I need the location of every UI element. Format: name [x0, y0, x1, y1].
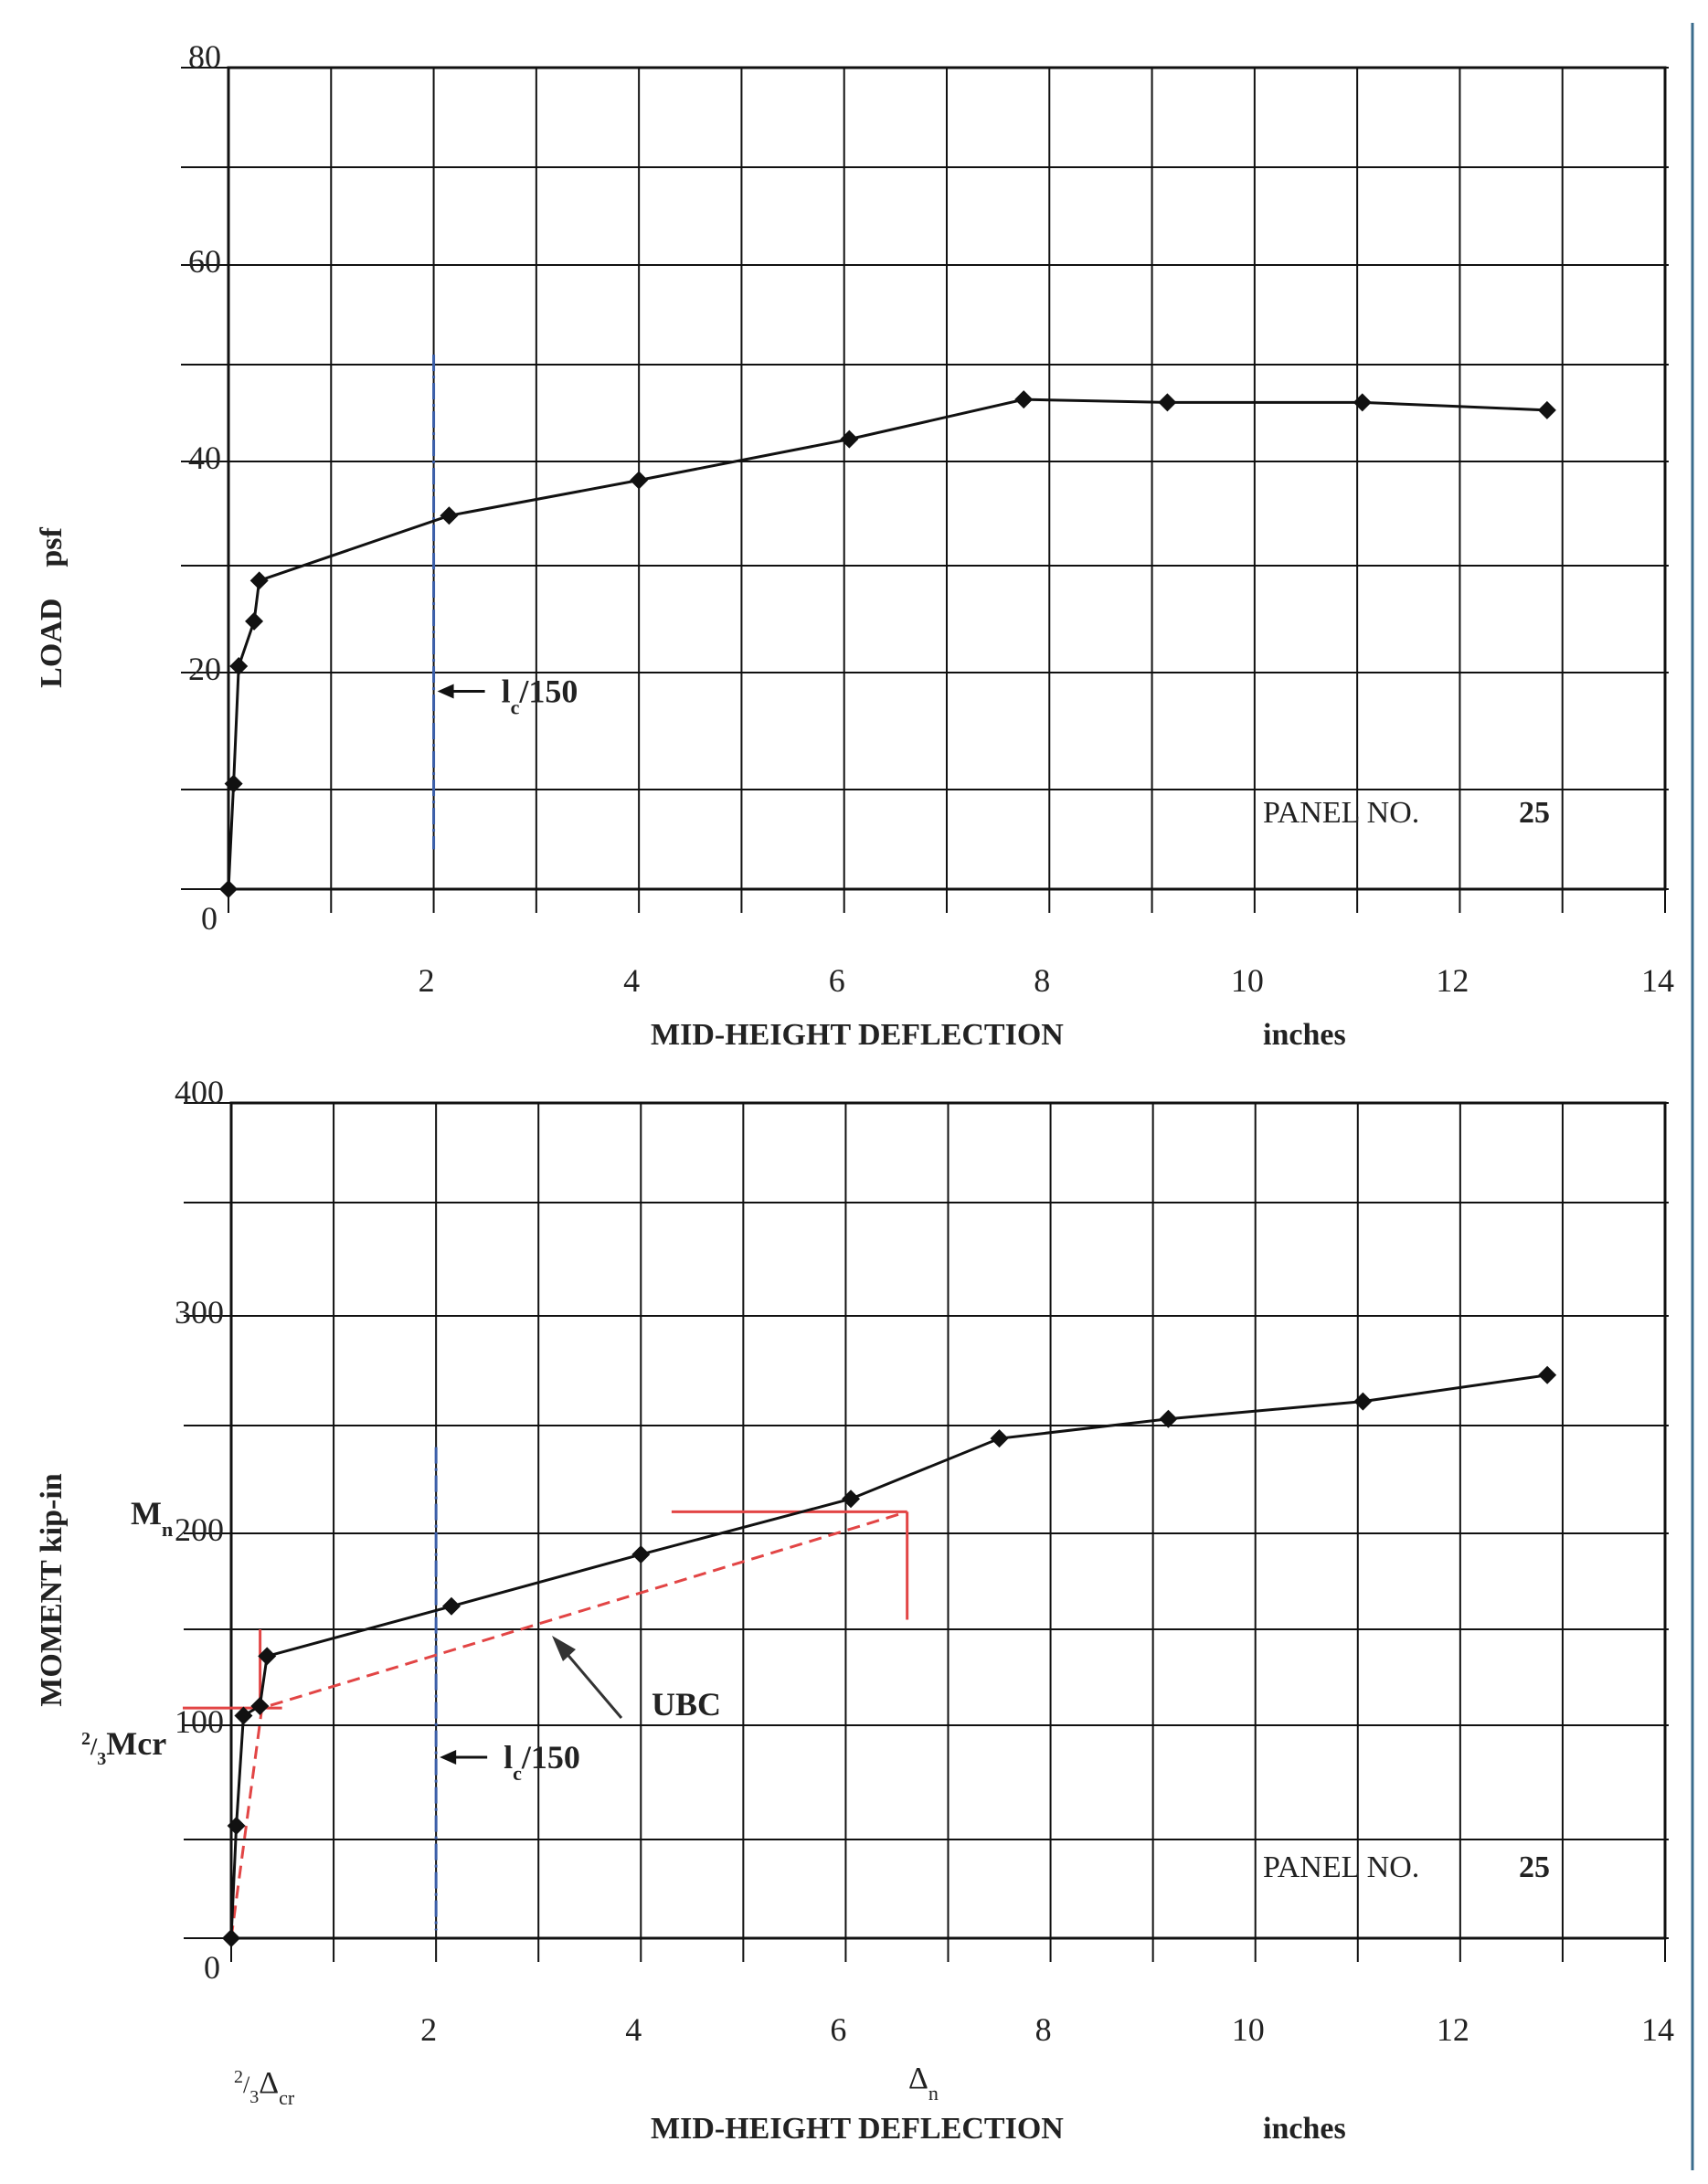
load-deflection-chart: 20 40 60 80 0 2 4 6 8 10 12 14 lc/150 PANEL NO. 25… [35, 38, 1674, 1052]
y-tick-label: 40 [188, 440, 221, 476]
y-tick-label: 400 [175, 1074, 224, 1110]
chart2-series [222, 1365, 1557, 1947]
chart1-frame [227, 66, 1667, 891]
data-point [234, 1706, 253, 1725]
chart1-y-axis-title: LOAD psf [35, 526, 69, 687]
x-tick-label: 4 [623, 962, 640, 999]
data-point [441, 1596, 461, 1616]
data-point [1353, 1392, 1373, 1411]
x-tick-label: 12 [1437, 2011, 1469, 2048]
chart1-x-ticks: 2 4 6 8 10 12 14 [419, 962, 1674, 999]
chart2-x-axis-title: MID-HEIGHT DEFLECTION [651, 2112, 1064, 2146]
x-tick-label: 14 [1641, 2011, 1674, 2048]
chart2-panel-number: 25 [1519, 1850, 1550, 1884]
chart1-lc150-label: lc/150 [502, 673, 578, 718]
series-line [227, 398, 1547, 890]
chart1-x-axis-title: MID-HEIGHT DEFLECTION [651, 1018, 1064, 1052]
chart1-panel-number: 25 [1519, 796, 1550, 830]
data-point [630, 471, 649, 490]
data-point [1537, 400, 1556, 419]
data-point [840, 429, 859, 449]
chart2-lc150-label: lc/150 [504, 1739, 580, 1785]
data-point [258, 1647, 277, 1666]
chart2-dcr-label: 2/3Δcr [234, 2066, 295, 2109]
x-tick-label: 2 [420, 2011, 437, 2048]
data-point [990, 1429, 1009, 1448]
chart2-frame [229, 1101, 1667, 1940]
y-tick-label: 60 [188, 243, 221, 280]
chart1-series [219, 390, 1556, 898]
data-point [1159, 1409, 1178, 1428]
x-tick-label: 10 [1232, 2011, 1265, 2048]
chart2-y-axis-title: MOMENT kip-in [35, 1473, 69, 1706]
data-point [219, 880, 238, 898]
data-point [1353, 393, 1372, 412]
x-tick-label: 12 [1436, 962, 1469, 999]
y-tick-label-origin: 0 [204, 1949, 220, 1986]
x-tick-label: 10 [1231, 962, 1264, 999]
x-tick-label: 8 [1034, 962, 1050, 999]
chart1-panel-label: PANEL NO. [1263, 796, 1419, 830]
data-point [842, 1490, 861, 1509]
data-point [222, 1929, 240, 1947]
y-tick-label: 20 [188, 651, 221, 687]
chart1-grid [181, 67, 1669, 913]
x-tick-label: 2 [419, 962, 435, 999]
plot-frame [229, 1101, 1667, 1940]
chart2-ubc-arrowhead [552, 1636, 576, 1661]
chart1-y-ticks: 20 40 60 80 0 [188, 38, 221, 937]
chart2-grid [184, 1102, 1669, 1962]
chart2-dn-label: Δn [908, 2062, 939, 2104]
y-tick-label: 300 [175, 1294, 224, 1331]
chart2-x-ticks: 2 4 6 8 10 12 14 [420, 2011, 1674, 2048]
chart2-lc150-arrow [440, 1750, 488, 1765]
chart2-mn-label: Mn [131, 1495, 173, 1541]
data-point [1014, 390, 1034, 409]
chart1-x-axis-unit: inches [1263, 1018, 1346, 1052]
x-tick-label: 6 [829, 962, 845, 999]
x-tick-label: 6 [830, 2011, 846, 2048]
chart1-lc150-arrow [437, 684, 485, 699]
data-point [227, 1817, 246, 1835]
plot-frame [227, 66, 1667, 891]
chart2-mcr-label: 2/3Mcr [81, 1725, 166, 1769]
x-tick-label: 14 [1641, 962, 1674, 999]
moment-deflection-chart: 100 200 300 400 0 2 4 6 8 10 12 14 lc/150 UBC Mn 2… [35, 1074, 1674, 2146]
y-tick-label: 80 [188, 38, 221, 75]
y-tick-label-origin: 0 [201, 900, 217, 937]
chart2-y-ticks: 100 200 300 400 0 [175, 1074, 224, 1986]
data-point [440, 506, 459, 525]
x-tick-label: 4 [625, 2011, 642, 2048]
data-point [1538, 1365, 1557, 1384]
data-point [224, 774, 243, 793]
data-point [245, 611, 264, 631]
data-point [250, 1697, 270, 1715]
series-line [229, 1373, 1548, 1939]
data-point [249, 571, 269, 590]
chart2-ubc-label: UBC [652, 1686, 721, 1723]
chart2-ubc-arrow [557, 1644, 623, 1719]
chart2-x-axis-unit: inches [1263, 2112, 1346, 2146]
data-point [1158, 393, 1177, 412]
data-point [631, 1545, 651, 1564]
y-tick-label: 200 [175, 1511, 224, 1548]
x-tick-label: 8 [1035, 2011, 1052, 2048]
chart2-panel-label: PANEL NO. [1263, 1850, 1419, 1884]
y-tick-label: 100 [175, 1703, 224, 1740]
data-point [229, 656, 249, 675]
